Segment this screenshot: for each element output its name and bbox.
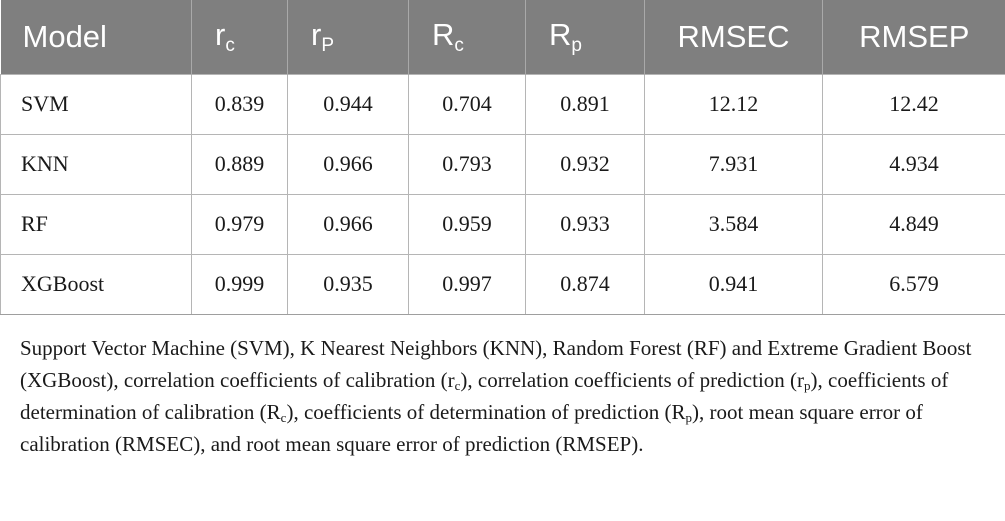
- cell-Rp: 0.891: [525, 73, 645, 135]
- cell-rmsep: 4.934: [822, 133, 1005, 195]
- cell-rmsep: 12.42: [822, 73, 1005, 135]
- cell-model: XGBoost: [0, 253, 192, 315]
- cell-rmsec: 12.12: [644, 73, 823, 135]
- cell-Rp: 0.933: [525, 193, 645, 255]
- cell-rmsec: 3.584: [644, 193, 823, 255]
- table-row: SVM 0.839 0.944 0.704 0.891 12.12 12.42: [0, 73, 1005, 135]
- header-rmsec: RMSEC: [644, 0, 823, 74]
- header-Rc: Rc: [408, 0, 526, 74]
- cell-rp: 0.935: [287, 253, 409, 315]
- cell-rc: 0.999: [191, 253, 288, 315]
- cell-rp: 0.966: [287, 133, 409, 195]
- table-row: RF 0.979 0.966 0.959 0.933 3.584 4.849: [0, 193, 1005, 255]
- cell-model: SVM: [0, 73, 192, 135]
- header-rmsep: RMSEP: [822, 0, 1005, 74]
- cell-rmsep: 4.849: [822, 193, 1005, 255]
- cell-rc: 0.839: [191, 73, 288, 135]
- table-row: XGBoost 0.999 0.935 0.997 0.874 0.941 6.…: [0, 253, 1005, 315]
- cell-model: KNN: [0, 133, 192, 195]
- model-results-table: Model rc rP Rc Rp RMSEC RMSEP SVM 0.839 …: [0, 0, 1005, 315]
- cell-rmsep: 6.579: [822, 253, 1005, 315]
- cell-rc: 0.979: [191, 193, 288, 255]
- header-Rp: Rp: [525, 0, 645, 74]
- cell-rp: 0.944: [287, 73, 409, 135]
- cell-Rc: 0.997: [408, 253, 526, 315]
- header-model: Model: [22, 18, 107, 54]
- results-table-container: Model rc rP Rc Rp RMSEC RMSEP SVM 0.839 …: [0, 0, 1005, 315]
- table-row: KNN 0.889 0.966 0.793 0.932 7.931 4.934: [0, 133, 1005, 195]
- table-header-row: Model rc rP Rc Rp RMSEC RMSEP: [0, 0, 1005, 74]
- table-footnote: Support Vector Machine (SVM), K Nearest …: [20, 336, 972, 456]
- cell-Rc: 0.704: [408, 73, 526, 135]
- cell-rmsec: 7.931: [644, 133, 823, 195]
- cell-Rp: 0.874: [525, 253, 645, 315]
- cell-Rp: 0.932: [525, 133, 645, 195]
- cell-rc: 0.889: [191, 133, 288, 195]
- cell-Rc: 0.793: [408, 133, 526, 195]
- header-rp: rP: [287, 0, 409, 74]
- cell-rp: 0.966: [287, 193, 409, 255]
- header-rc: rc: [191, 0, 288, 74]
- cell-Rc: 0.959: [408, 193, 526, 255]
- cell-model: RF: [0, 193, 192, 255]
- cell-rmsec: 0.941: [644, 253, 823, 315]
